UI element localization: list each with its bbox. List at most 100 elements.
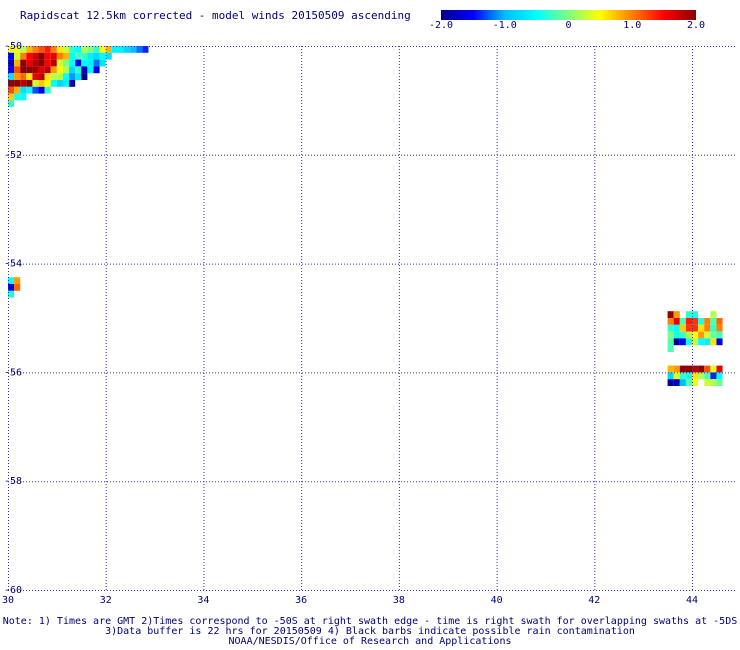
heatmap-cell xyxy=(710,311,717,318)
heatmap-cell xyxy=(698,318,705,325)
heatmap-cell xyxy=(673,318,680,325)
y-tick-label: -52 xyxy=(4,150,22,161)
grid-lines xyxy=(8,46,736,591)
heatmap-cell xyxy=(50,52,57,60)
heatmap-cell xyxy=(75,46,82,53)
heatmap-cell xyxy=(667,379,674,386)
heatmap-cell xyxy=(93,66,100,74)
heatmap-cell xyxy=(69,46,76,53)
heatmap-cell xyxy=(87,59,94,67)
heatmap-cell xyxy=(20,80,27,87)
heatmap-cell xyxy=(710,318,717,325)
notes-line-3: NOAA/NESDIS/Office of Research and Appli… xyxy=(228,636,512,647)
heatmap-cell xyxy=(50,66,57,74)
heatmap-cell xyxy=(32,86,39,94)
tick-labels: 30 32 34 36 38 40 42 44 -50 -52 -54 -56 -58 -60 xyxy=(2,41,698,606)
heatmap-cell xyxy=(81,73,88,80)
heatmap-cell xyxy=(38,52,45,60)
heatmap-cell xyxy=(667,311,674,318)
heatmap-cell xyxy=(8,66,15,74)
heatmap-cell xyxy=(50,46,57,53)
heatmap-cell xyxy=(685,331,693,339)
heatmap-cell xyxy=(56,59,63,67)
heatmap-cell xyxy=(692,311,699,318)
x-tick-label: 30 xyxy=(2,595,14,606)
x-tick-label: 40 xyxy=(491,595,503,606)
heatmap-cell xyxy=(105,46,112,53)
heatmap-cell xyxy=(26,59,33,67)
colorbar xyxy=(441,10,696,20)
heatmap-cell xyxy=(685,311,693,318)
heatmap-cell xyxy=(14,52,21,60)
heatmap-cell xyxy=(44,73,51,80)
heatmap-cell xyxy=(56,66,63,74)
heatmap-cell xyxy=(685,324,693,332)
heatmap-cell xyxy=(62,46,70,53)
heatmap-cell xyxy=(679,338,686,346)
heatmap-cell xyxy=(14,86,21,94)
heatmap-cell xyxy=(50,73,57,80)
heatmap-cell xyxy=(44,52,51,60)
heatmap-cell xyxy=(698,324,705,332)
heatmap-cell xyxy=(99,46,106,53)
heatmap-cell xyxy=(20,59,27,67)
heatmap-cell xyxy=(105,52,112,60)
heatmap-cell xyxy=(87,46,94,53)
heatmap-cell xyxy=(81,52,88,60)
heatmap-cell xyxy=(716,331,723,339)
heatmap-cell xyxy=(14,73,21,80)
heatmap-cell xyxy=(704,318,711,325)
heatmap-cell xyxy=(50,80,57,87)
heatmap-cell xyxy=(26,66,33,74)
heatmap-cell xyxy=(26,86,33,94)
heatmap-cell xyxy=(692,318,699,325)
heatmap-cell xyxy=(710,372,717,380)
heatmap-cell xyxy=(667,345,674,352)
heatmap-cell xyxy=(673,365,680,373)
chart-title: Rapidscat 12.5km corrected - model winds… xyxy=(20,9,411,22)
heatmap-cell xyxy=(673,372,680,380)
heatmap-cell xyxy=(69,80,76,87)
heatmap-cell xyxy=(69,73,76,80)
heatmap-cell xyxy=(87,52,94,60)
heatmap-cell xyxy=(8,277,15,284)
heatmap-cell xyxy=(14,66,21,74)
heatmap-cell xyxy=(62,80,70,87)
x-tick-label: 32 xyxy=(100,595,112,606)
heatmap-cell xyxy=(38,86,45,94)
heatmap-cell xyxy=(8,93,15,101)
heatmap-cell xyxy=(692,365,699,373)
heatmap-cell xyxy=(8,46,15,53)
heatmap-cell xyxy=(32,73,39,80)
heatmap-cell xyxy=(44,66,51,74)
heatmap-cell xyxy=(685,379,693,386)
heatmap-cell xyxy=(8,86,15,94)
heatmap-cell xyxy=(679,372,686,380)
heatmap-cell xyxy=(14,59,21,67)
x-tick-label: 44 xyxy=(686,595,698,606)
heatmap-cell xyxy=(673,379,680,386)
heatmap-cell xyxy=(698,338,705,346)
y-tick-label: -54 xyxy=(4,259,22,270)
heatmap-cell xyxy=(8,59,15,67)
colorbar-tick-label: 0 xyxy=(565,20,572,31)
heatmap-cells xyxy=(8,46,723,386)
heatmap-cell xyxy=(704,372,711,380)
heatmap-cell xyxy=(75,66,82,74)
heatmap-cell xyxy=(8,52,15,60)
heatmap-cell xyxy=(124,46,131,53)
heatmap-cell xyxy=(14,93,21,101)
heatmap-cell xyxy=(69,52,76,60)
heatmap-cell xyxy=(81,46,88,53)
heatmap-cell xyxy=(75,73,82,80)
heatmap-cell xyxy=(32,46,39,53)
heatmap-cell xyxy=(667,372,674,380)
heatmap-cell xyxy=(698,331,705,339)
heatmap-cell xyxy=(692,324,699,332)
heatmap-cell xyxy=(87,66,94,74)
heatmap-cell xyxy=(698,372,705,380)
heatmap-cell xyxy=(667,365,674,373)
heatmap-cell xyxy=(56,73,63,80)
heatmap-cell xyxy=(38,66,45,74)
